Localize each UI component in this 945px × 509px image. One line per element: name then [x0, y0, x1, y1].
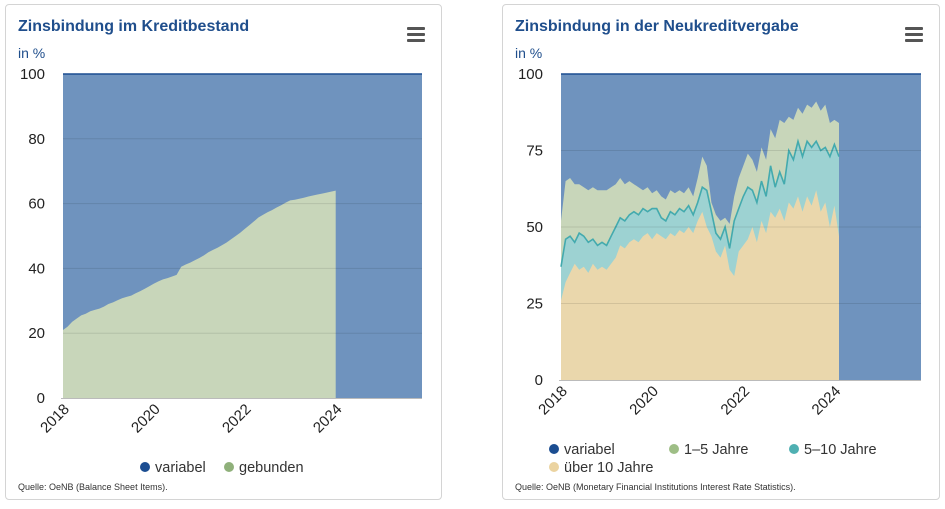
legend-label: 1–5 Jahre	[684, 442, 749, 458]
area-ueber-10-jahre	[561, 190, 839, 380]
legend-label: gebunden	[239, 460, 304, 476]
y-axis-unit: in %	[18, 45, 46, 61]
legend-dot-1-5-jahre	[669, 444, 679, 454]
chart-title: Zinsbindung im Kreditbestand	[18, 18, 250, 35]
legend-item-gebunden[interactable]: gebunden	[224, 460, 304, 476]
source-note: Quelle: OeNB (Balance Sheet Items).	[18, 482, 168, 492]
line-5-10-jahre	[560, 138, 840, 267]
legend-item-1-5-jahre[interactable]: 1–5 Jahre	[669, 442, 749, 458]
hamburger-menu-icon[interactable]	[905, 27, 923, 42]
y-tick-label: 50	[526, 219, 543, 236]
legend-label: variabel	[155, 460, 206, 476]
hamburger-menu-icon[interactable]	[407, 27, 425, 42]
legend-dot-variabel	[549, 444, 559, 454]
chart-title: Zinsbindung in der Neukreditvergabe	[515, 18, 799, 35]
x-tick-label: 2020	[626, 383, 662, 419]
y-tick-label: 100	[518, 66, 543, 83]
y-tick-label: 20	[28, 325, 45, 342]
legend-dot-5-10-jahre	[789, 444, 799, 454]
legend-item-5-10-jahre[interactable]: 5–10 Jahre	[789, 442, 877, 458]
legend-label: über 10 Jahre	[564, 460, 654, 476]
y-tick-label: 80	[28, 131, 45, 148]
x-tick-label: 2020	[128, 401, 164, 437]
y-tick-label: 25	[526, 296, 543, 313]
legend-item-variabel[interactable]: variabel	[549, 442, 615, 458]
y-tick-label: 40	[28, 260, 45, 277]
y-axis-unit: in %	[515, 45, 543, 61]
area-gebunden	[63, 190, 336, 398]
legend-dot-gebunden	[224, 462, 234, 472]
y-tick-label: 100	[20, 66, 45, 83]
y-tick-label: 0	[535, 372, 543, 389]
legend-item-variabel[interactable]: variabel	[140, 460, 206, 476]
x-tick-label: 2024	[310, 401, 346, 437]
legend-label: variabel	[564, 442, 615, 458]
x-tick-label: 2024	[809, 383, 845, 419]
x-tick-label: 2022	[718, 383, 754, 419]
chart-card-neukreditvergabe: Zinsbindung in der Neukreditvergabe in %…	[502, 4, 940, 500]
legend-dot-ueber-10-jahre	[549, 462, 559, 472]
y-tick-label: 75	[526, 143, 543, 160]
legend-item-ueber-10-jahre[interactable]: über 10 Jahre	[549, 460, 653, 476]
y-tick-label: 0	[37, 390, 45, 407]
chart-card-kreditbestand: Zinsbindung im Kreditbestand in % 0 20 40 6…	[5, 4, 442, 500]
legend-label: 5–10 Jahre	[804, 442, 877, 458]
legend-dot-variabel	[140, 462, 150, 472]
source-note: Quelle: OeNB (Monetary Financial Institu…	[515, 482, 796, 492]
x-tick-label: 2022	[219, 401, 255, 437]
y-tick-label: 60	[28, 196, 45, 213]
